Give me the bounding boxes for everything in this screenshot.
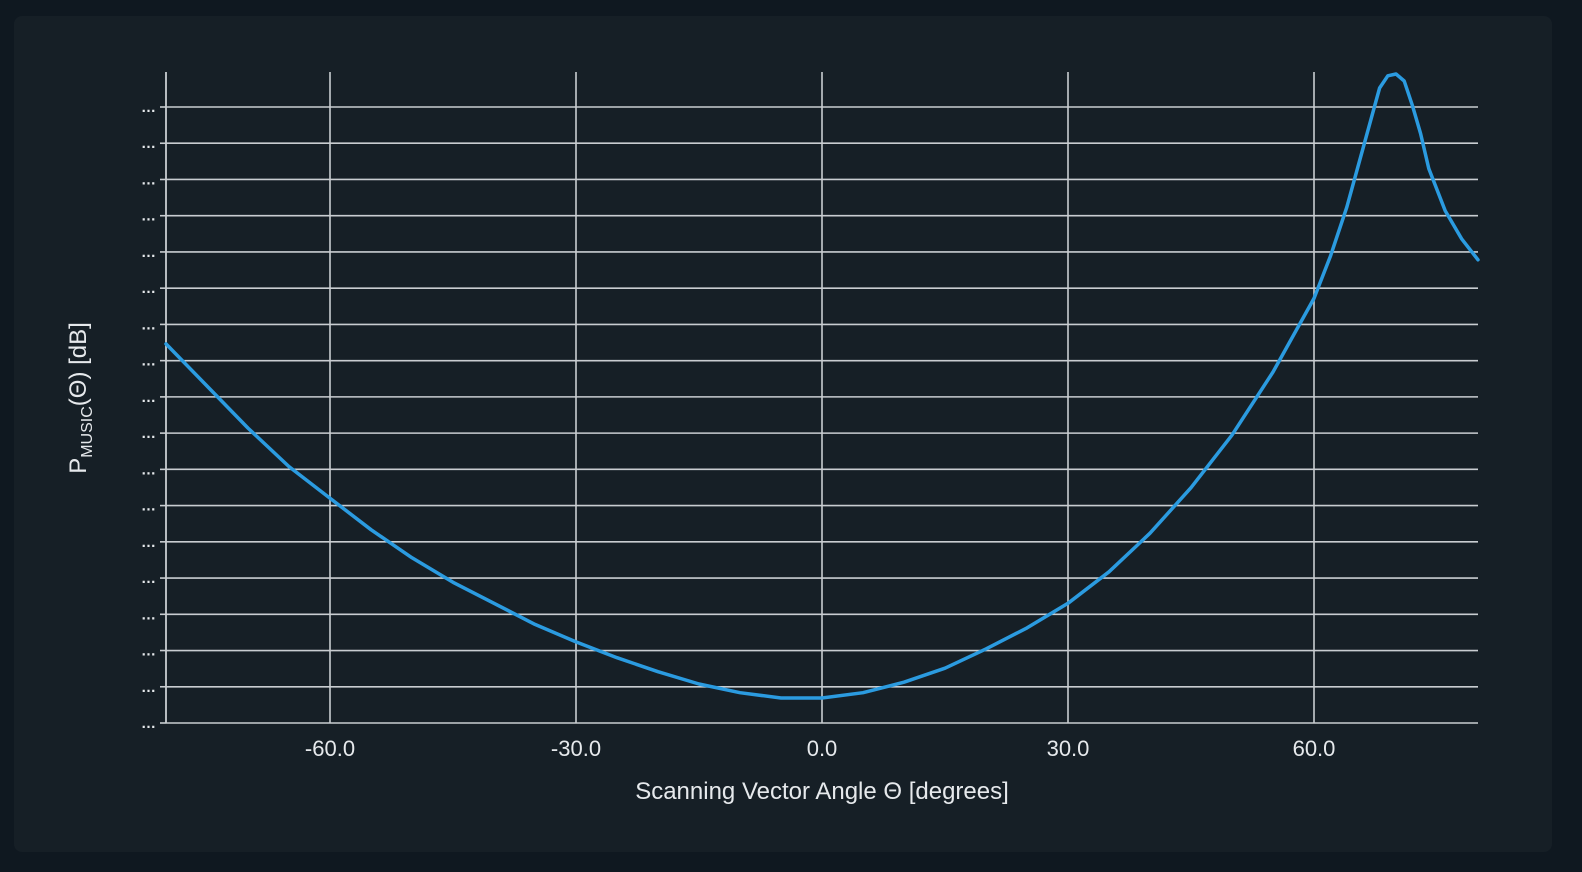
y-tick-label: … xyxy=(141,208,156,225)
grid xyxy=(165,72,1478,724)
y-tick-label: … xyxy=(141,280,156,297)
y-tick-label: … xyxy=(141,244,156,261)
x-tick-label: -30.0 xyxy=(551,736,601,761)
y-tick-label: … xyxy=(141,389,156,406)
y-ticks: … … … … … … … … … … … … … … … … … … xyxy=(141,99,166,732)
y-tick-label: … xyxy=(141,715,156,732)
y-tick-label: … xyxy=(141,135,156,152)
x-axis-title: Scanning Vector Angle Θ [degrees] xyxy=(635,778,1009,805)
y-tick-label: … xyxy=(141,679,156,696)
x-tick-labels: -60.0 -30.0 0.0 30.0 60.0 xyxy=(305,736,1335,761)
y-tick-label: … xyxy=(141,643,156,660)
x-tick-label: 30.0 xyxy=(1047,736,1090,761)
y-tick-label: … xyxy=(141,570,156,587)
y-axis-title-subscript: MUSIC xyxy=(79,406,96,458)
x-tick-label: -60.0 xyxy=(305,736,355,761)
y-tick-label: … xyxy=(141,171,156,188)
y-tick-label: … xyxy=(141,606,156,623)
y-tick-label: … xyxy=(141,425,156,442)
y-tick-label: … xyxy=(141,498,156,515)
y-axis-title-rest: (Θ) [dB] xyxy=(65,322,92,406)
y-tick-label: … xyxy=(141,316,156,333)
y-axis-title: PMUSIC(Θ) [dB] xyxy=(65,322,96,474)
y-tick-label: … xyxy=(141,534,156,551)
y-tick-label: … xyxy=(141,461,156,478)
x-tick-label: 0.0 xyxy=(807,736,838,761)
x-tick-label: 60.0 xyxy=(1293,736,1336,761)
y-tick-label: … xyxy=(141,99,156,116)
y-axis-title-main: P xyxy=(65,458,92,474)
spectrum-line xyxy=(164,72,1480,700)
y-tick-label: … xyxy=(141,353,156,370)
chart-card xyxy=(14,16,1552,852)
